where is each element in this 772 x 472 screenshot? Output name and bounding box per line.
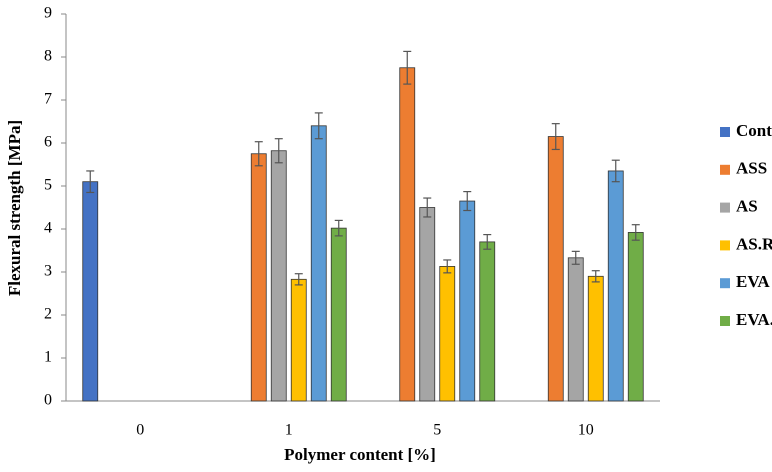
x-tick-label: 10 [578, 422, 594, 439]
bar [399, 67, 416, 402]
y-tick-label: 6 [44, 134, 52, 151]
legend-label: EVA.RDP [736, 310, 772, 329]
legend-label: ASS [736, 159, 767, 178]
bar [290, 278, 307, 402]
y-tick-label: 1 [44, 349, 52, 366]
y-tick-label: 3 [44, 263, 52, 280]
legend-label: AS.RDP [736, 234, 772, 253]
x-axis-label: Polymer content [%] [284, 445, 436, 464]
y-tick-label: 9 [44, 5, 52, 22]
legend-swatch [720, 316, 730, 326]
bar [330, 227, 347, 402]
bar [479, 241, 496, 402]
x-tick-label: 5 [433, 422, 441, 439]
legend-swatch [720, 202, 730, 213]
y-tick-label: 2 [44, 306, 52, 323]
bar [459, 200, 476, 402]
legend-swatch [720, 127, 730, 137]
bar [547, 136, 564, 402]
bar [567, 257, 584, 402]
legend-swatch [720, 278, 730, 289]
legend-label: Control [736, 121, 772, 140]
y-tick-label: 0 [44, 392, 52, 409]
legend-label: EVA [736, 272, 770, 291]
bar [439, 266, 456, 402]
bar [627, 232, 644, 402]
y-tick-label: 8 [44, 48, 52, 65]
bar [587, 275, 604, 402]
bar [607, 170, 624, 402]
y-tick-label: 5 [44, 177, 52, 194]
bar [419, 207, 436, 402]
bar [250, 153, 267, 402]
legend-swatch [720, 240, 730, 251]
bar [270, 150, 287, 402]
y-axis-label: Flexural strength [MPa] [5, 120, 24, 296]
legend-label: AS [736, 197, 758, 216]
bar [310, 125, 327, 402]
x-tick-label: 0 [136, 422, 144, 439]
y-tick-label: 7 [44, 91, 52, 108]
bar [82, 181, 99, 402]
y-tick-label: 4 [44, 220, 52, 237]
x-tick-label: 1 [285, 422, 293, 439]
legend-swatch [720, 164, 730, 175]
